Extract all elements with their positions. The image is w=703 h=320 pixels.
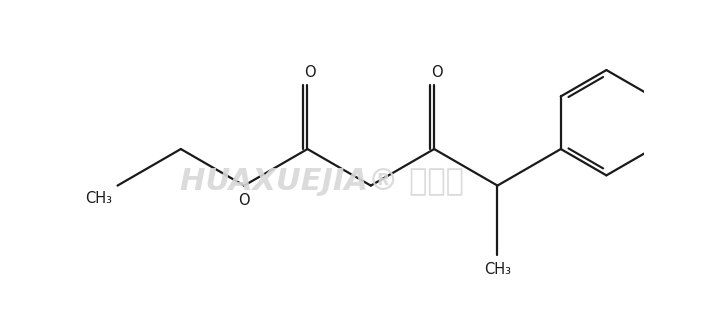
Text: HUAXUEJIA® 化学加: HUAXUEJIA® 化学加 bbox=[180, 167, 464, 196]
Text: O: O bbox=[304, 65, 316, 80]
Text: CH₃: CH₃ bbox=[84, 191, 112, 206]
Text: O: O bbox=[238, 193, 250, 208]
Text: CH₃: CH₃ bbox=[484, 262, 511, 277]
Text: O: O bbox=[431, 65, 443, 80]
